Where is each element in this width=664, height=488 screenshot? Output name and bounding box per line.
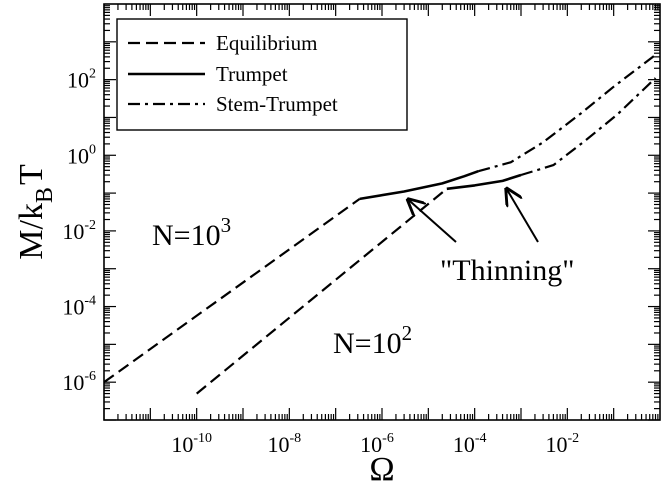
series-equilibrium-n1000	[103, 198, 361, 384]
x-axis-title: Ω	[369, 451, 394, 488]
annotation-n1000-exp: 3	[221, 213, 232, 237]
x-tick-label: 10-10	[171, 431, 212, 457]
annotation-n1000: N=103	[152, 213, 231, 252]
series-stem-trumpet-n100	[520, 77, 657, 177]
series-layer	[103, 54, 657, 395]
y-axis-title-sub: B	[32, 187, 58, 203]
annotation-thinning: "Thinning"	[440, 254, 575, 287]
arrow-thinning-n1000	[408, 200, 457, 243]
ticks-layer: 10-10 10-8 10-6 10-4 10-2 10-6 10-4 10-2 100 102	[62, 4, 660, 457]
y-tick-label: 100	[67, 142, 96, 168]
series-trumpet-n1000	[359, 169, 479, 201]
annotation-n100-exp: 2	[402, 321, 413, 345]
annotation-n100: N=102	[333, 321, 412, 360]
y-axis-title: M/kBT	[13, 164, 58, 260]
y-tick-label: 10-4	[62, 294, 96, 320]
legend-label-equilibrium: Equilibrium	[216, 31, 318, 55]
x-tick-label: 10-2	[545, 431, 579, 457]
y-tick-label: 10-6	[62, 369, 96, 395]
legend: Equilibrium Trumpet Stem-Trumpet	[116, 18, 408, 131]
x-tick-label: 10-8	[267, 431, 301, 457]
x-tick-label: 10-6	[360, 431, 394, 457]
y-tick-label: 10-2	[62, 218, 96, 244]
x-tick-label: 10-4	[453, 431, 487, 457]
y-tick-label: 102	[67, 67, 96, 93]
legend-label-trumpet: Trumpet	[216, 62, 288, 86]
plot-frame	[103, 3, 661, 421]
series-stem-trumpet-n1000	[478, 54, 657, 173]
arrow-thinning-n100	[507, 189, 539, 243]
legend-label-stem-trumpet: Stem-Trumpet	[216, 92, 338, 116]
series-trumpet-n100	[446, 173, 522, 191]
series-equilibrium-n100	[196, 187, 448, 395]
y-axis-title-tail: T	[13, 164, 50, 185]
